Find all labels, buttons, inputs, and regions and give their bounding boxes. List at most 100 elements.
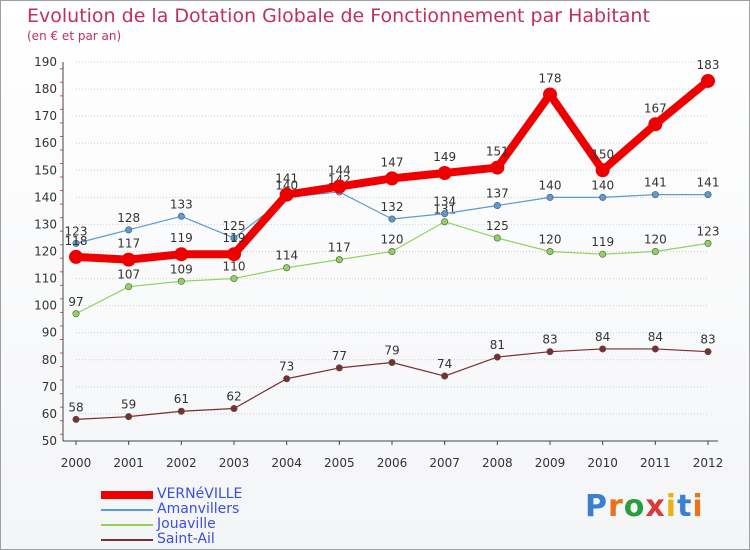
- legend-label-saint-ail: Saint-Ail: [157, 531, 215, 547]
- data-point-verneville: [174, 247, 189, 262]
- data-point-saint-ail: [493, 353, 501, 361]
- data-point-verneville: [490, 160, 505, 175]
- data-label-saint-ail: 81: [490, 338, 505, 352]
- data-label-jouaville: 107: [117, 268, 140, 282]
- y-tick-label: 90: [42, 326, 57, 340]
- data-point-jouaville: [177, 277, 185, 285]
- logo-letter: i: [665, 489, 678, 524]
- data-label-amanvillers: 123: [65, 224, 88, 238]
- data-point-amanvillers: [651, 191, 659, 199]
- data-label-saint-ail: 84: [648, 330, 663, 344]
- data-point-verneville: [595, 163, 610, 178]
- y-tick-label: 190: [34, 55, 57, 69]
- data-label-jouaville: 120: [381, 233, 404, 247]
- logo-letter: o: [623, 489, 646, 524]
- data-label-saint-ail: 83: [542, 333, 557, 347]
- logo-letter: t: [677, 489, 693, 524]
- data-point-saint-ail: [335, 364, 343, 372]
- data-label-amanvillers: 132: [381, 200, 404, 214]
- data-label-saint-ail: 84: [595, 330, 610, 344]
- data-point-jouaville: [651, 248, 659, 256]
- data-label-amanvillers: 141: [644, 176, 667, 190]
- legend-swatch-amanvillers: [101, 508, 153, 511]
- data-point-amanvillers: [441, 210, 449, 218]
- data-label-saint-ail: 73: [279, 360, 294, 374]
- data-point-verneville: [121, 252, 136, 267]
- data-label-amanvillers: 128: [117, 211, 140, 225]
- logo-letter: r: [608, 489, 624, 524]
- y-tick-label: 100: [34, 299, 57, 313]
- data-label-jouaville: 125: [486, 219, 509, 233]
- data-point-jouaville: [125, 283, 133, 291]
- data-label-amanvillers: 140: [591, 178, 614, 192]
- data-point-amanvillers: [177, 212, 185, 220]
- legend-item-amanvillers[interactable]: Amanvillers: [101, 502, 239, 517]
- data-point-jouaville: [72, 310, 80, 318]
- data-label-saint-ail: 61: [174, 392, 189, 406]
- data-point-jouaville: [388, 248, 396, 256]
- data-point-verneville: [227, 247, 241, 262]
- y-tick-label: 50: [42, 434, 57, 448]
- legend-label-verneville: VERNéVILLE: [157, 486, 243, 502]
- data-point-verneville: [701, 73, 715, 88]
- y-tick-label: 110: [34, 272, 57, 286]
- proxiti-logo: Proxiti: [585, 489, 704, 524]
- legend-label-amanvillers: Amanvillers: [157, 501, 240, 517]
- chart-title: Evolution de la Dotation Globale de Fonc…: [27, 5, 650, 27]
- data-point-verneville: [332, 179, 347, 194]
- y-tick-label: 160: [34, 136, 57, 150]
- chart-subtitle: (en € et par an): [27, 29, 122, 43]
- x-tick-label: 2005: [324, 456, 355, 470]
- series-saint-ail: 58 59 61 62 73 77 79 74 81 83 84 84 83: [68, 330, 716, 423]
- x-tick-label: 2007: [429, 456, 460, 470]
- data-label-verneville: 144: [328, 164, 351, 178]
- legend-item-verneville[interactable]: VERNéVILLE: [101, 487, 242, 502]
- data-point-jouaville: [441, 218, 449, 226]
- data-point-jouaville: [230, 275, 238, 283]
- data-point-saint-ail: [651, 345, 659, 353]
- legend-swatch-verneville: [101, 490, 153, 499]
- data-label-verneville: 147: [381, 155, 404, 169]
- x-tick-label: 2008: [482, 456, 513, 470]
- data-point-amanvillers: [388, 215, 396, 223]
- y-tick-label: 150: [34, 163, 57, 177]
- data-point-saint-ail: [546, 348, 554, 356]
- legend-swatch-saint-ail: [101, 538, 153, 541]
- series-amanvillers: 123128133125140142132134137140140141141: [65, 173, 719, 247]
- data-label-verneville: 149: [433, 150, 456, 164]
- data-label-saint-ail: 59: [121, 398, 136, 412]
- data-point-jouaville: [283, 264, 291, 272]
- legend-item-saint-ail[interactable]: Saint-Ail: [101, 532, 215, 547]
- data-label-amanvillers: 134: [433, 195, 456, 209]
- data-label-saint-ail: 74: [437, 357, 452, 371]
- data-label-jouaville: 117: [328, 241, 351, 255]
- data-label-jouaville: 109: [170, 262, 193, 276]
- data-label-saint-ail: 62: [226, 390, 241, 404]
- data-label-jouaville: 97: [68, 295, 83, 309]
- legend-item-jouaville[interactable]: Jouaville: [101, 517, 216, 532]
- data-label-jouaville: 123: [697, 224, 720, 238]
- data-point-verneville: [648, 117, 663, 132]
- data-point-jouaville: [704, 239, 712, 247]
- y-tick-label: 140: [34, 190, 57, 204]
- data-point-amanvillers: [546, 193, 554, 201]
- data-label-jouaville: 110: [223, 260, 246, 274]
- grid: 50 60 70 80 90 100 110 120 130 140 150 160 170 180 190: [34, 55, 708, 448]
- data-point-saint-ail: [230, 405, 238, 413]
- data-label-saint-ail: 79: [384, 343, 399, 357]
- x-tick-label: 2009: [535, 456, 566, 470]
- data-label-jouaville: 120: [539, 233, 562, 247]
- data-label-amanvillers: 125: [223, 219, 246, 233]
- data-label-verneville: 183: [697, 58, 720, 72]
- y-tick-label: 60: [42, 407, 57, 421]
- data-label-jouaville: 119: [591, 235, 614, 249]
- x-tick-label: 2003: [219, 456, 250, 470]
- x-tick-label: 2001: [113, 456, 144, 470]
- data-label-saint-ail: 77: [332, 349, 347, 363]
- data-label-verneville: 141: [275, 172, 298, 186]
- x-tick-label: 2004: [271, 456, 302, 470]
- data-point-saint-ail: [283, 375, 291, 383]
- logo-letter: i: [692, 489, 704, 524]
